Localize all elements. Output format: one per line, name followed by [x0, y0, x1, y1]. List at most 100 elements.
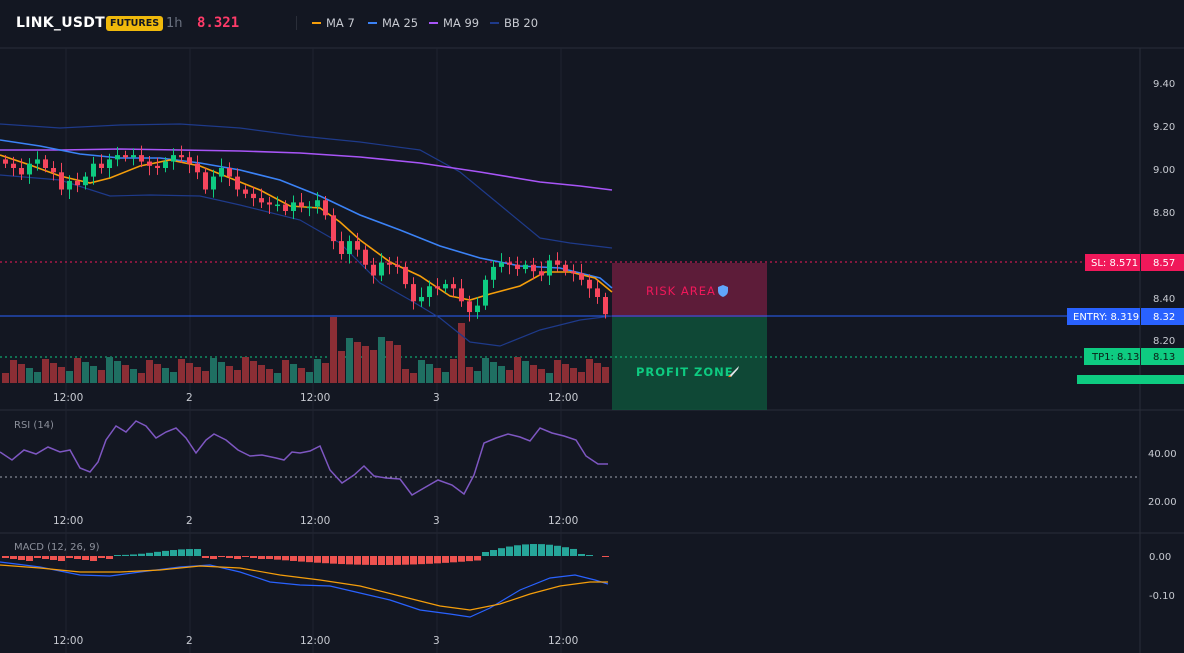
macd-time-label-day2: 2 [186, 635, 193, 647]
candle-body [515, 264, 520, 270]
candle-body [19, 168, 24, 175]
volume-bar [434, 368, 441, 383]
rsi-title[interactable]: RSI (14) [14, 420, 54, 431]
macd-title[interactable]: MACD (12, 26, 9) [14, 542, 100, 553]
volume-bar [490, 362, 497, 383]
candle-body [195, 163, 200, 173]
macd-hist-bar [386, 556, 393, 565]
legend-ma25[interactable]: MA 25 [368, 16, 418, 30]
shield-icon [718, 285, 728, 297]
macd-hist-bar [394, 556, 401, 565]
macd-hist-bar [506, 546, 513, 556]
time-label-day2: 2 [186, 392, 193, 404]
time-axis-main[interactable]: 12:00 2 12:00 3 12:00 [53, 392, 578, 404]
legend-bb20[interactable]: BB 20 [490, 16, 538, 30]
candle-body [35, 159, 40, 164]
macd-hist-bar [442, 556, 449, 563]
candle-body [467, 301, 472, 313]
candle-body [3, 159, 8, 164]
candle-body [51, 168, 56, 173]
macd-hist-bar [218, 556, 225, 557]
macd-hist-bar [434, 556, 441, 564]
candle-body [131, 155, 136, 158]
candle-body [91, 163, 96, 177]
tp1-tag[interactable]: TP1: 8.13 8.13 [1084, 348, 1184, 365]
time-axis-macd[interactable]: 12:00 2 12:00 3 12:00 [53, 635, 578, 647]
volume-bar [426, 364, 433, 383]
volume-bar [330, 317, 337, 383]
macd-hist-bar [74, 556, 81, 559]
macd-hist-bar [474, 556, 481, 561]
candle-body [523, 264, 528, 270]
volume-bar [282, 360, 289, 383]
candle-body [483, 279, 488, 306]
profit-zone-label: PROFIT ZONE [636, 365, 734, 379]
volume-bar [562, 364, 569, 383]
candle-body [499, 262, 504, 267]
volume-bar [258, 365, 265, 383]
macd-hist-bar [186, 549, 193, 556]
macd-hist-bar [322, 556, 329, 564]
candle-body [243, 189, 248, 194]
macd-hist-bar [82, 556, 89, 560]
macd-hist-bar [194, 549, 201, 556]
candle-body [459, 288, 464, 302]
sl-tag[interactable]: SL: 8.571 8.57 [1085, 254, 1184, 271]
symbol-name[interactable]: LINK_USDT [16, 15, 106, 31]
candle-body [139, 155, 144, 162]
candle-body [379, 262, 384, 276]
macd-hist-bar [106, 556, 113, 559]
price-tick-840: 8.40 [1153, 294, 1175, 305]
macd-hist-bar [450, 556, 457, 563]
macd-hist-bar [178, 549, 185, 556]
macd-hist-bar [10, 556, 17, 559]
rsi-tick-20: 20.00 [1148, 497, 1177, 508]
time-label-1200a: 12:00 [53, 392, 83, 404]
volume-bar [210, 358, 217, 383]
candle-body [507, 262, 512, 265]
entry-tag[interactable]: ENTRY: 8.319 8.32 [1067, 308, 1184, 325]
macd-hist-bar [498, 548, 505, 556]
volume-bar [178, 359, 185, 383]
candle-body [427, 286, 432, 297]
volume-bar [82, 362, 89, 383]
legend-ma7-label: MA 7 [326, 16, 355, 30]
time-axis-rsi[interactable]: 12:00 2 12:00 3 12:00 [53, 515, 578, 527]
legend-ma7[interactable]: MA 7 [312, 16, 355, 30]
rsi-time-label-1200a: 12:00 [53, 515, 83, 527]
macd-hist-bar [554, 545, 561, 556]
rsi-time-label-day2: 2 [186, 515, 193, 527]
tp1-tag-label: TP1: 8.13 [1091, 352, 1139, 363]
candle-body [563, 264, 568, 272]
legend-bb20-label: BB 20 [504, 16, 539, 30]
candle-body [387, 262, 392, 265]
rsi-axis[interactable]: 40.00 20.00 [1148, 449, 1177, 508]
macd-hist-bar [482, 552, 489, 556]
macd-hist-bar [362, 556, 369, 565]
volume-bar [234, 370, 241, 383]
price-axis[interactable]: 9.40 9.20 9.00 8.80 8.40 8.20 [1153, 79, 1175, 347]
rocket-icon [728, 366, 739, 377]
timeframe-selector[interactable]: 1h [166, 16, 183, 31]
candle-body [587, 279, 592, 289]
macd-hist-bar [354, 556, 361, 565]
volume-bar [450, 359, 457, 383]
tp2-tag-partial[interactable] [1077, 375, 1184, 384]
bb20-swatch [490, 22, 499, 24]
macd-hist-bar [370, 556, 377, 565]
legend-ma99[interactable]: MA 99 [429, 16, 479, 30]
macd-hist-bar [306, 556, 313, 563]
candle-body [171, 155, 176, 162]
macd-axis[interactable]: 0.00 -0.10 [1149, 552, 1175, 602]
volume-bar [194, 367, 201, 383]
candlestick-series[interactable] [3, 145, 608, 322]
volume-bar [122, 365, 129, 383]
macd-hist-bar [282, 556, 289, 561]
macd-hist-bar [538, 544, 545, 556]
volume-bar [186, 363, 193, 383]
macd-hist-bar [90, 556, 97, 561]
candle-body [115, 155, 120, 160]
candle-body [251, 193, 256, 199]
candle-body [443, 284, 448, 289]
